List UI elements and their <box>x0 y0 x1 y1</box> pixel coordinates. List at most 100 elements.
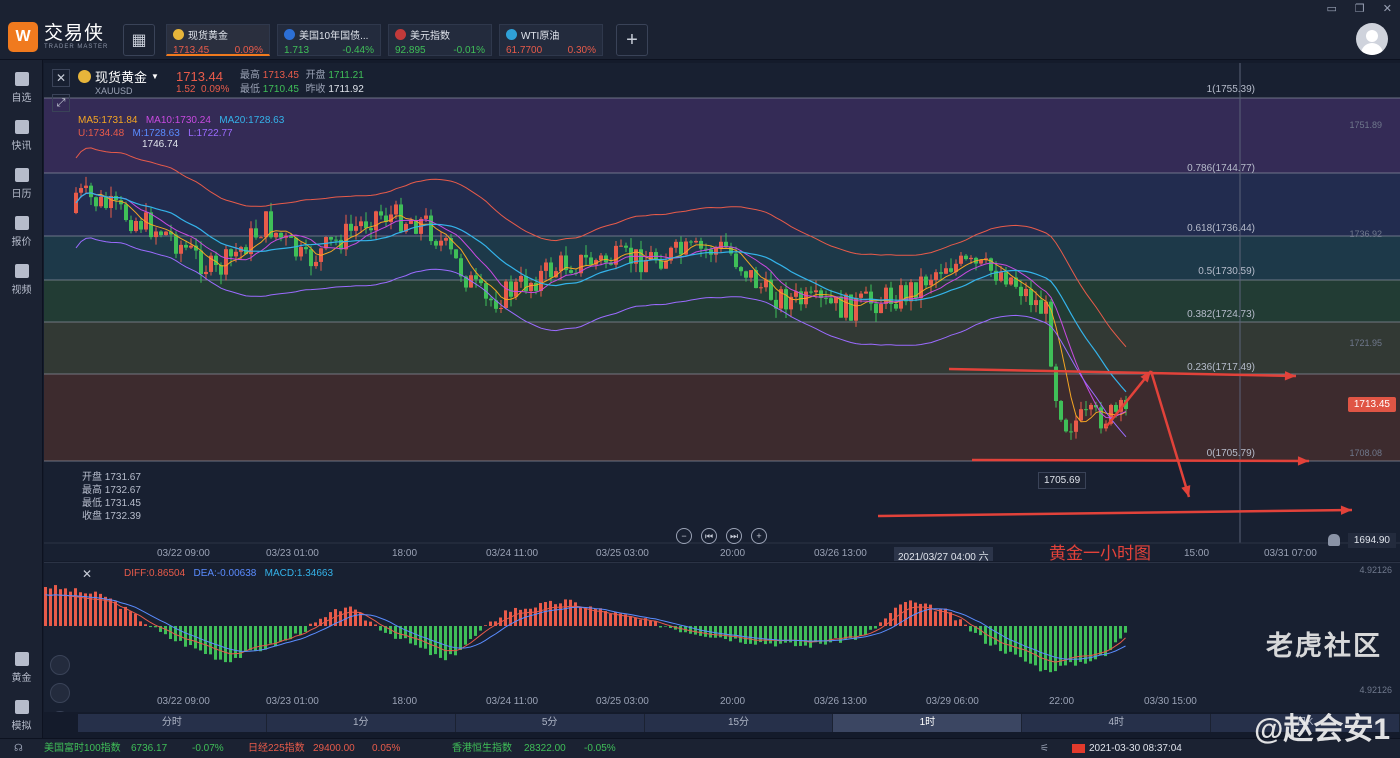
macd-bar <box>899 604 902 626</box>
quote-tab-price: 92.895 <box>395 45 426 56</box>
quote-tab-us10y[interactable]: 美国10年国债... 1.713 -0.44% <box>277 24 381 56</box>
candle-body <box>824 297 828 299</box>
price-chart-panel[interactable]: ✕ ⤢ 现货黄金 ▼ XAUUSD 1713.44 1.52 0.09% 最高 1… <box>44 63 1400 561</box>
candle-body <box>679 241 683 255</box>
macd-x-tick: 03/30 15:00 <box>1144 696 1197 707</box>
macd-bar <box>984 626 987 644</box>
macd-bar <box>619 613 622 626</box>
quote-tab-dxy[interactable]: 美元指数 92.895 -0.01% <box>388 24 492 56</box>
add-tab-button[interactable]: + <box>616 24 648 56</box>
red-arrow-head <box>1284 371 1296 381</box>
candle-body <box>1059 401 1063 420</box>
macd-bar <box>889 613 892 626</box>
tf-tick[interactable]: 分时 <box>78 714 267 732</box>
sidebar-item-quotes[interactable]: 报价 <box>0 216 43 248</box>
macd-x-tick: 22:00 <box>1049 696 1075 707</box>
macd-bar <box>114 601 117 626</box>
candle-body <box>169 231 173 235</box>
quote-tab-change: 0.09% <box>234 45 263 56</box>
grid-layout-button[interactable]: ▦ <box>123 24 155 56</box>
candle-body <box>139 220 143 230</box>
candle-body <box>714 248 718 255</box>
macd-bar <box>164 626 167 635</box>
candle-body <box>959 255 963 264</box>
macd-bar <box>774 626 777 647</box>
sidebar-item-demo[interactable]: 模拟 <box>0 700 43 732</box>
wifi-icon[interactable]: ⚟ <box>1040 743 1049 754</box>
candle-body <box>904 285 908 302</box>
macd-panel[interactable]: ✕ DIFF:0.86504 DEA:-0.00638 MACD:1.34663… <box>44 562 1400 712</box>
avatar-head <box>1366 30 1378 42</box>
quote-tab-gold[interactable]: 现货黄金 1713.45 0.09% <box>166 24 270 56</box>
candle-body <box>989 258 993 271</box>
dropdown-caret-icon: ▼ <box>151 72 159 81</box>
crosshair-time-label: 2021/03/27 04:00 六 <box>894 547 993 561</box>
macd-bar <box>99 593 102 626</box>
ticker-name[interactable]: 香港恒生指数 <box>452 743 512 754</box>
quote-tab-wti[interactable]: WTI原油 61.7700 0.30% <box>499 24 603 56</box>
macd-bar <box>589 606 592 626</box>
ticker-name[interactable]: 日经225指数 <box>248 743 305 754</box>
ticker-value: 29400.00 <box>313 743 355 754</box>
macd-x-tick: 03/25 03:00 <box>596 696 649 707</box>
close-indicator-button[interactable]: ✕ <box>82 567 92 581</box>
candle-body <box>754 270 758 289</box>
macd-bar <box>359 612 362 626</box>
sidebar-item-gold[interactable]: 黄金 <box>0 652 43 684</box>
indicator-icon[interactable] <box>50 655 70 675</box>
tf-4h[interactable]: 4时 <box>1022 714 1212 732</box>
datetime-value: 2021-03-30 08:37:04 <box>1089 743 1182 754</box>
bell-icon[interactable] <box>1328 534 1340 546</box>
expand-chart-button[interactable]: ⤢ <box>52 94 70 112</box>
zoom-in-button[interactable]: + <box>751 528 767 544</box>
candle-body <box>1074 420 1078 432</box>
sidebar-item-news[interactable]: 快讯 <box>0 120 43 152</box>
macd-bar <box>1114 626 1117 643</box>
macd-canvas[interactable] <box>44 563 1400 712</box>
prev-close-value: 1711.92 <box>328 84 364 95</box>
macd-bar <box>579 606 582 626</box>
scroll-start-button[interactable]: ⏮ <box>701 528 717 544</box>
macd-bar <box>749 626 752 644</box>
macd-bar <box>364 620 367 626</box>
tf-1m[interactable]: 1分 <box>267 714 456 732</box>
price-chart-canvas[interactable] <box>44 63 1400 561</box>
x-axis-tick: 18:00 <box>392 548 418 559</box>
macd-bar <box>159 626 162 632</box>
tf-1h[interactable]: 1时 <box>833 714 1023 732</box>
candle-body <box>254 228 258 238</box>
restore-icon[interactable]: ❐ <box>1354 3 1365 15</box>
macd-bar <box>909 600 912 626</box>
candle-body <box>174 234 178 254</box>
close-icon[interactable]: ✕ <box>1382 3 1392 15</box>
boll-lower-line <box>75 237 1127 438</box>
macd-bar <box>974 626 977 633</box>
sidebar-item-calendar[interactable]: 日历 <box>0 168 43 200</box>
macd-bar <box>759 626 762 643</box>
timeframe-bar: 分时 1分 5分 15分 1时 4时 日K <box>78 714 1400 732</box>
macd-bar <box>54 585 57 626</box>
scroll-end-button[interactable]: ⏭ <box>726 528 742 544</box>
close-chart-button[interactable]: ✕ <box>52 69 70 87</box>
macd-bar <box>784 626 787 643</box>
gold-coin-icon <box>78 70 91 83</box>
headset-icon[interactable]: ☊ <box>14 743 23 754</box>
fibonacci-bands <box>44 97 1400 462</box>
tf-5m[interactable]: 5分 <box>456 714 645 732</box>
symbol-selector[interactable]: 现货黄金 ▼ XAUUSD <box>78 67 159 96</box>
tf-15m[interactable]: 15分 <box>645 714 834 732</box>
line-chart-icon[interactable] <box>50 711 70 712</box>
sidebar-item-watchlist[interactable]: 自选 <box>0 72 43 104</box>
candle-body <box>179 244 183 254</box>
candle-body <box>784 289 788 310</box>
macd-bar <box>799 626 802 646</box>
macd-bar <box>1094 626 1097 660</box>
zoom-out-button[interactable]: − <box>676 528 692 544</box>
macd-bar <box>314 622 317 626</box>
ticker-name[interactable]: 美国富时100指数 <box>44 743 121 754</box>
draw-icon[interactable] <box>50 683 70 703</box>
sidebar-item-video[interactable]: 视频 <box>0 264 43 296</box>
alert-price-tag[interactable]: 1694.90 <box>1347 533 1396 548</box>
minimize-icon[interactable]: ▭ <box>1326 3 1337 15</box>
user-avatar[interactable] <box>1356 23 1388 55</box>
